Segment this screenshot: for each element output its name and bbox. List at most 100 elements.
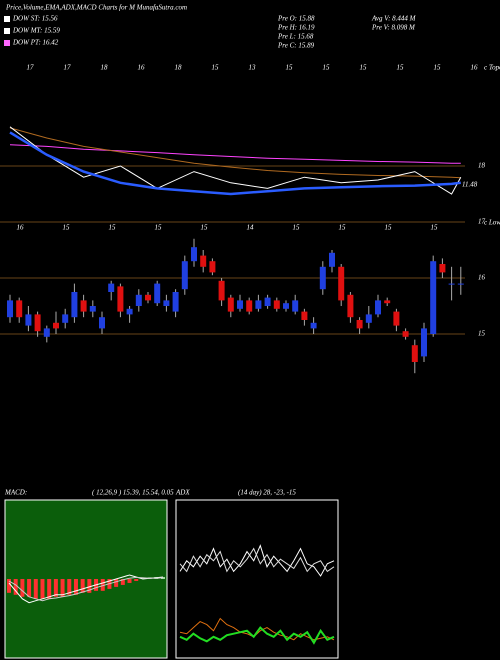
candle-body bbox=[43, 328, 50, 337]
histogram-bar bbox=[120, 579, 125, 585]
legend-swatch bbox=[4, 16, 10, 22]
candle-body bbox=[384, 300, 391, 304]
candle-body bbox=[25, 314, 32, 326]
candle-body bbox=[292, 300, 299, 312]
y-tick-label: 17 bbox=[478, 218, 486, 226]
histogram-bar bbox=[20, 579, 25, 597]
candle-body bbox=[117, 286, 124, 312]
candle-body bbox=[421, 328, 427, 357]
histogram-bar bbox=[127, 579, 132, 583]
histogram-bar bbox=[33, 579, 38, 599]
panel-params: ( 12,26,9 ) 15.39, 15.54, 0.05 bbox=[92, 489, 174, 497]
chart-title: Price,Volume,EMA,ADX,MACD Charts for M M… bbox=[5, 4, 187, 12]
histogram-bar bbox=[13, 579, 18, 595]
candle-body bbox=[310, 322, 317, 329]
candle-body bbox=[301, 311, 308, 320]
histogram-bar bbox=[100, 579, 105, 591]
histogram-bar bbox=[73, 579, 78, 595]
candle-body bbox=[365, 314, 372, 323]
date-label: 15 bbox=[293, 224, 301, 232]
histogram-bar bbox=[27, 579, 32, 597]
date-label: 15 bbox=[434, 64, 442, 72]
panel bbox=[4, 499, 168, 659]
stat: Avg V: 8.444 M bbox=[371, 15, 417, 23]
candle-body bbox=[227, 297, 234, 312]
macd-line bbox=[8, 576, 164, 602]
stat: Pre O: 15.88 bbox=[277, 15, 315, 23]
date-label: 16 bbox=[138, 64, 146, 72]
candle-body bbox=[319, 266, 326, 290]
candle-body bbox=[255, 300, 262, 309]
histogram-bar bbox=[53, 579, 58, 597]
date-label: 15 bbox=[339, 224, 347, 232]
adx-line bbox=[179, 544, 335, 577]
date-label: 15 bbox=[109, 224, 117, 232]
candle-body bbox=[375, 300, 381, 315]
candle-body bbox=[145, 294, 151, 301]
date-label: 15 bbox=[155, 224, 163, 232]
candle-body bbox=[62, 314, 69, 323]
histogram-bar bbox=[114, 579, 119, 587]
candle-body bbox=[16, 300, 23, 318]
ema-line bbox=[9, 131, 461, 196]
candle-body bbox=[7, 300, 13, 318]
candle-body bbox=[53, 322, 59, 329]
stat: Pre V: 8.098 M bbox=[371, 24, 416, 32]
candle-body bbox=[237, 300, 243, 309]
y-tick-label: 18 bbox=[478, 162, 486, 170]
ema-line bbox=[9, 127, 461, 179]
histogram-bar bbox=[60, 579, 65, 597]
date-label: 15 bbox=[385, 224, 393, 232]
date-label: 15 bbox=[212, 64, 220, 72]
candle-body bbox=[135, 294, 142, 306]
legend-swatch bbox=[4, 28, 10, 34]
candle-body bbox=[411, 345, 418, 362]
y-tick-label: 15 bbox=[478, 330, 486, 338]
candle-body bbox=[108, 283, 115, 292]
date-label: 16 bbox=[17, 224, 25, 232]
legend-label: DOW MT: 15.59 bbox=[12, 27, 60, 35]
candle-body bbox=[89, 306, 96, 312]
panel-label: MACD: bbox=[4, 489, 27, 497]
top-right-label: c Topo bbox=[484, 64, 500, 72]
date-label: 15 bbox=[360, 64, 368, 72]
candle-body bbox=[163, 300, 170, 306]
panel-params: (14 day) 28, -23, -15 bbox=[238, 489, 296, 497]
candle-body bbox=[329, 252, 335, 267]
ema-line bbox=[9, 126, 462, 195]
histogram-bar bbox=[134, 579, 139, 581]
date-label: 15 bbox=[323, 64, 331, 72]
histogram-bar bbox=[47, 579, 52, 599]
candle-body bbox=[154, 283, 161, 304]
date-label: 17 bbox=[27, 64, 35, 72]
candle-body bbox=[200, 255, 207, 267]
candle-body bbox=[71, 292, 78, 318]
date-label: 14 bbox=[247, 224, 255, 232]
candle-body bbox=[356, 320, 363, 329]
histogram-bar bbox=[67, 579, 72, 595]
stat: Pre C: 15.89 bbox=[277, 42, 315, 50]
candle-body bbox=[99, 317, 105, 329]
date-label: 15 bbox=[397, 64, 405, 72]
legend-label: DOW PT: 16.42 bbox=[12, 39, 59, 47]
date-label: 18 bbox=[175, 64, 183, 72]
candle-body bbox=[457, 283, 464, 285]
candle-body bbox=[126, 308, 133, 315]
histogram-bar bbox=[80, 579, 85, 593]
candle-body bbox=[393, 311, 400, 326]
legend-label: DOW ST: 15.56 bbox=[12, 15, 58, 23]
candle-body bbox=[283, 303, 289, 309]
histogram-bar bbox=[40, 579, 45, 599]
candle-body bbox=[347, 294, 354, 318]
legend-swatch bbox=[4, 40, 10, 46]
candle-body bbox=[439, 264, 446, 273]
histogram-bar bbox=[87, 579, 92, 593]
date-label: 17 bbox=[64, 64, 72, 72]
y-tick-label: 16 bbox=[478, 274, 486, 282]
date-label: 15 bbox=[431, 224, 439, 232]
histogram-bar bbox=[7, 579, 11, 593]
candle-body bbox=[273, 300, 280, 309]
candle-body bbox=[338, 266, 345, 301]
